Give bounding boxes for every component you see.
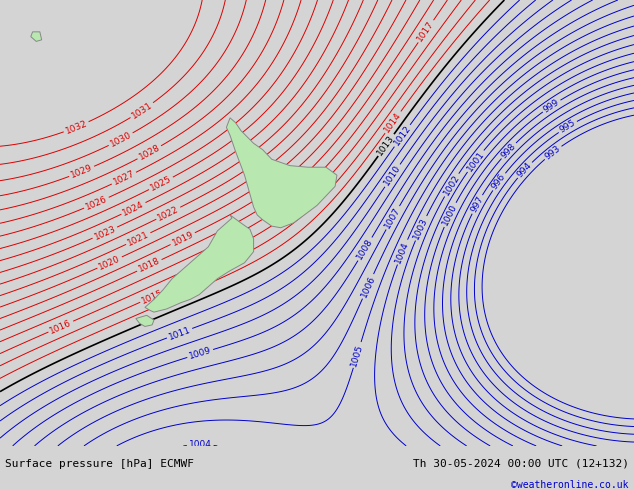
- Text: Th 30-05-2024 00:00 UTC (12+132): Th 30-05-2024 00:00 UTC (12+132): [413, 459, 629, 468]
- Text: 997: 997: [469, 195, 485, 214]
- Text: 993: 993: [543, 144, 562, 162]
- Text: 996: 996: [490, 172, 508, 191]
- Polygon shape: [226, 118, 337, 228]
- Text: 1003: 1003: [412, 216, 430, 241]
- Text: 1001: 1001: [465, 149, 486, 173]
- Text: 1002: 1002: [442, 173, 462, 197]
- Text: 1000: 1000: [441, 202, 459, 227]
- Text: 1015: 1015: [140, 288, 165, 306]
- Text: 1023: 1023: [93, 224, 117, 242]
- Text: 1025: 1025: [149, 174, 173, 193]
- Text: 1021: 1021: [126, 230, 150, 247]
- Text: Surface pressure [hPa] ECMWF: Surface pressure [hPa] ECMWF: [5, 459, 194, 468]
- Text: 1022: 1022: [156, 204, 181, 222]
- Text: 1009: 1009: [188, 346, 212, 361]
- Text: 1024: 1024: [121, 199, 146, 218]
- Text: 1014: 1014: [383, 110, 403, 134]
- Text: 1005: 1005: [349, 343, 365, 367]
- Text: 994: 994: [515, 161, 534, 179]
- Text: 1006: 1006: [359, 274, 377, 299]
- Text: 1013: 1013: [376, 133, 396, 157]
- Text: 1027: 1027: [112, 169, 136, 187]
- Polygon shape: [136, 316, 154, 326]
- Text: 1017: 1017: [416, 19, 436, 43]
- Text: 1007: 1007: [383, 205, 403, 230]
- Text: 1011: 1011: [167, 325, 192, 342]
- Text: 1030: 1030: [108, 130, 133, 148]
- Text: 1012: 1012: [392, 124, 413, 147]
- Text: 1010: 1010: [382, 164, 403, 188]
- Text: 1028: 1028: [137, 143, 162, 162]
- Text: 1008: 1008: [355, 237, 375, 261]
- Text: ©weatheronline.co.uk: ©weatheronline.co.uk: [512, 480, 629, 490]
- Text: 1031: 1031: [130, 100, 154, 121]
- Text: 1032: 1032: [64, 119, 89, 136]
- Text: 1029: 1029: [69, 163, 94, 180]
- Text: 1016: 1016: [48, 318, 73, 335]
- Text: 1020: 1020: [98, 254, 122, 271]
- Text: 995: 995: [558, 119, 578, 135]
- Polygon shape: [31, 32, 42, 42]
- Text: 999: 999: [542, 98, 561, 115]
- Text: 1004: 1004: [189, 441, 212, 449]
- Text: 1026: 1026: [84, 194, 109, 212]
- Text: 998: 998: [500, 141, 518, 160]
- Text: 1004: 1004: [394, 240, 411, 264]
- Text: 1018: 1018: [137, 256, 162, 274]
- Text: 1019: 1019: [171, 230, 195, 248]
- Polygon shape: [145, 215, 254, 312]
